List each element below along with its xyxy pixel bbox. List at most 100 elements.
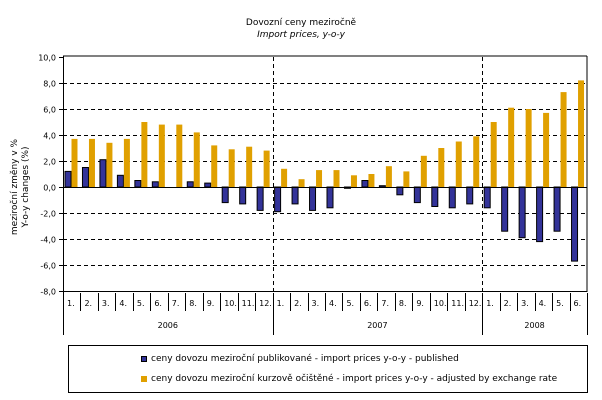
x-tick-label: 1.	[277, 299, 285, 308]
x-tick-label: 1.	[67, 299, 75, 308]
x-tick-label: 2.	[294, 299, 302, 308]
bar-adjusted	[350, 175, 357, 187]
bar-adjusted	[263, 150, 270, 187]
x-tick-label: 8.	[189, 299, 197, 308]
bar-published	[571, 186, 579, 262]
bar-published	[256, 186, 264, 211]
bar-adjusted	[71, 138, 78, 187]
bar-adjusted	[316, 170, 323, 187]
x-tick-label: 6.	[154, 299, 162, 308]
x-tick-label: 5.	[346, 299, 354, 308]
x-tick-label: 3.	[312, 299, 320, 308]
bar-published	[413, 186, 421, 204]
y-tick-label: -4,0	[40, 236, 56, 245]
bar-published	[466, 186, 474, 205]
y-tick-label: 10,0	[38, 54, 56, 63]
bar-adjusted	[88, 138, 95, 187]
y-axis-ticks: 10,0 8,0 6,0 4,0 2,0 0,0 -2,0 -4,0 -6,0 -8,0	[38, 54, 63, 297]
x-tick-label: 1.	[486, 299, 494, 308]
bar-adjusted	[508, 107, 515, 187]
bar-adjusted	[246, 146, 253, 187]
bar-published	[518, 186, 526, 239]
x-tick-label: 11.	[451, 299, 464, 308]
bar-adjusted	[455, 141, 462, 187]
legend-swatch-adjusted	[141, 376, 147, 382]
axes	[63, 55, 588, 295]
gridlines	[63, 57, 587, 291]
x-tick-label: 4.	[539, 299, 547, 308]
x-tick-label: 9.	[207, 299, 215, 308]
bar-published	[553, 186, 561, 232]
bar-adjusted	[403, 171, 410, 187]
bar-published	[204, 182, 212, 188]
bar-published	[378, 185, 386, 188]
legend-item-published: ceny dovozu meziroční publikované - impo…	[141, 354, 459, 364]
y-tick-label: -6,0	[40, 262, 56, 271]
bar-adjusted	[368, 174, 375, 187]
y-axis-label: meziroční změny v %	[9, 138, 20, 235]
y-tick-label: -2,0	[40, 210, 56, 219]
bar-adjusted	[176, 124, 183, 187]
bar-adjusted	[385, 166, 392, 187]
bar-adjusted	[106, 142, 113, 187]
bar-published	[239, 186, 247, 205]
x-tick-label: 6.	[574, 299, 582, 308]
y-tick-label: -8,0	[40, 288, 56, 297]
x-tick-label: 11.	[242, 299, 255, 308]
legend-label-published: ceny dovozu meziroční publikované - impo…	[151, 354, 459, 364]
bar-adjusted	[490, 122, 497, 187]
x-tick-label: 3.	[102, 299, 110, 308]
x-tick-label: 4.	[329, 299, 337, 308]
chart-title: Dovozní ceny meziročně	[246, 17, 357, 28]
y-tick-label: 2,0	[43, 158, 56, 167]
bar-published	[483, 186, 491, 209]
y-tick-label: 4,0	[43, 132, 56, 141]
x-tick-label: 7.	[172, 299, 180, 308]
bar-adjusted	[420, 155, 427, 187]
x-tick-label: 2.	[504, 299, 512, 308]
x-tick-label: 6.	[364, 299, 372, 308]
bar-published	[309, 186, 317, 211]
bar-published	[291, 186, 299, 205]
bar-published	[501, 186, 509, 232]
bar-adjusted	[211, 145, 218, 187]
y-tick-label: 0,0	[43, 184, 56, 193]
x-tick-label: 12.	[259, 299, 272, 308]
legend-swatch-published	[141, 356, 147, 362]
x-group-label: 2008	[524, 321, 544, 330]
bar-published	[116, 174, 124, 188]
x-axis-ticks: 1. 2. 3. 4. 5. 6. 7. 8. 9. 10. 11. 12. 1. 2. 3. 4. 5. 6. 7…	[63, 293, 588, 335]
bar-adjusted	[141, 122, 148, 187]
y-tick-label: 8,0	[43, 80, 56, 89]
bar-adjusted	[158, 124, 165, 187]
bar-adjusted	[543, 112, 550, 187]
chart-subtitle: Import prices, y-o-y	[257, 30, 346, 40]
x-group-label: 2007	[367, 321, 387, 330]
bar-published	[186, 181, 194, 188]
bar-published	[326, 186, 334, 209]
x-tick-label: 10.	[224, 299, 237, 308]
bar-published	[448, 186, 456, 209]
bar-adjusted	[333, 170, 340, 187]
bar-published	[151, 181, 159, 188]
bar-adjusted	[123, 138, 130, 187]
x-tick-label: 12.	[469, 299, 482, 308]
x-group-label: 2006	[158, 321, 178, 330]
x-tick-label: 4.	[119, 299, 127, 308]
x-tick-label: 9.	[416, 299, 424, 308]
x-tick-label: 5.	[556, 299, 564, 308]
bar-adjusted	[560, 92, 567, 187]
bar-published	[221, 186, 229, 204]
x-tick-label: 8.	[399, 299, 407, 308]
bar-published	[64, 170, 72, 188]
bar-adjusted	[525, 109, 532, 187]
bar-adjusted	[438, 148, 445, 187]
x-tick-label: 3.	[521, 299, 529, 308]
bar-adjusted	[578, 80, 585, 187]
bar-adjusted	[473, 136, 480, 187]
bar-adjusted	[193, 132, 200, 187]
legend-item-adjusted: ceny dovozu meziroční kurzově očištěné -…	[141, 374, 557, 384]
x-tick-label: 2.	[84, 299, 92, 308]
y-axis-label-english: Y-o-y changes (%)	[21, 146, 31, 228]
